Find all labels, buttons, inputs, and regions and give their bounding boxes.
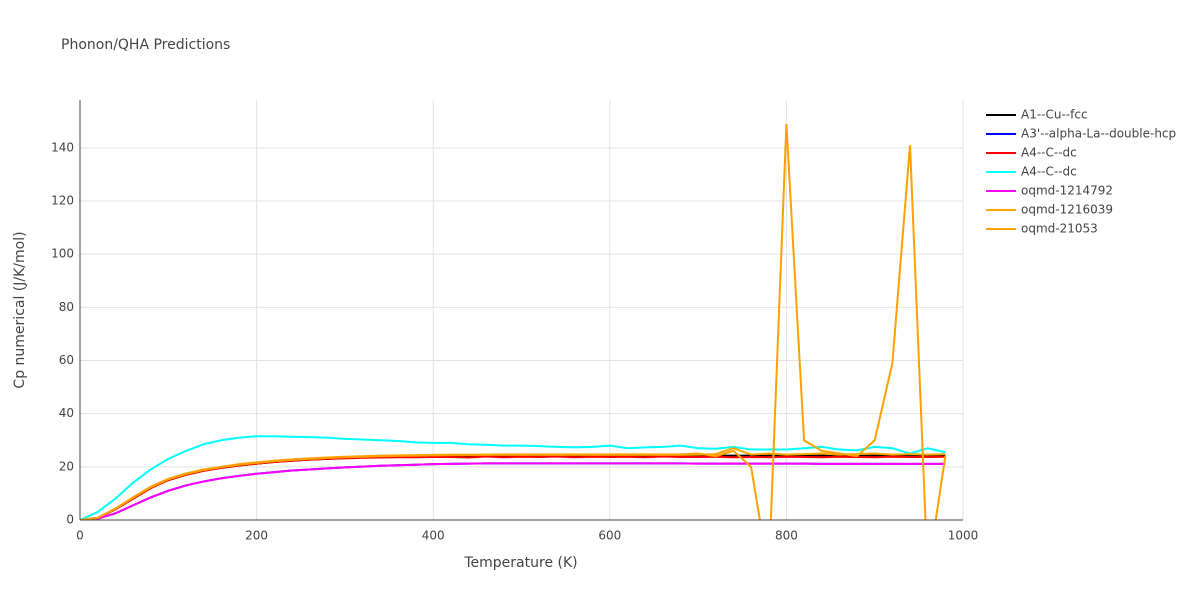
y-tick-label: 20 <box>59 459 74 473</box>
y-tick-label: 60 <box>59 353 74 367</box>
legend-label: A4--C--dc <box>1021 165 1077 179</box>
y-tick-label: 120 <box>51 194 74 208</box>
y-tick-label: 140 <box>51 140 74 154</box>
plot-area <box>80 123 947 520</box>
y-axis-title: Cp numerical (J/K/mol) <box>12 231 28 388</box>
legend-label: A1--Cu--fcc <box>1021 108 1088 122</box>
legend-label: A4--C--dc <box>1021 146 1077 160</box>
series-line <box>80 455 946 520</box>
x-tick-label: 800 <box>775 529 798 543</box>
x-tick-label: 400 <box>422 529 445 543</box>
y-tick-label: 100 <box>51 247 74 261</box>
x-tick-label: 1000 <box>948 529 979 543</box>
chart-title: Phonon/QHA Predictions <box>61 37 230 53</box>
x-tick-label: 600 <box>598 529 621 543</box>
x-tick-label: 0 <box>76 529 84 543</box>
legend: A1--Cu--fcc A3'--alpha-La--double-hcp A4--… <box>986 108 1176 236</box>
series-line <box>80 454 946 520</box>
legend-label: oqmd-21053 <box>1021 222 1098 236</box>
x-axis-title: Temperature (K) <box>463 555 577 571</box>
series-line <box>80 123 947 520</box>
series-line <box>80 435 946 520</box>
legend-label: oqmd-1214792 <box>1021 184 1113 198</box>
y-tick-label: 40 <box>59 406 74 420</box>
grid <box>79 100 964 521</box>
series-line <box>80 447 946 520</box>
y-tick-label: 0 <box>66 513 74 527</box>
series-line <box>80 462 946 520</box>
legend-label: A3'--alpha-La--double-hcp <box>1021 127 1176 141</box>
x-tick-label: 200 <box>245 529 268 543</box>
y-tick-label: 80 <box>59 300 74 314</box>
legend-label: oqmd-1216039 <box>1021 203 1113 217</box>
series-line <box>80 462 946 520</box>
